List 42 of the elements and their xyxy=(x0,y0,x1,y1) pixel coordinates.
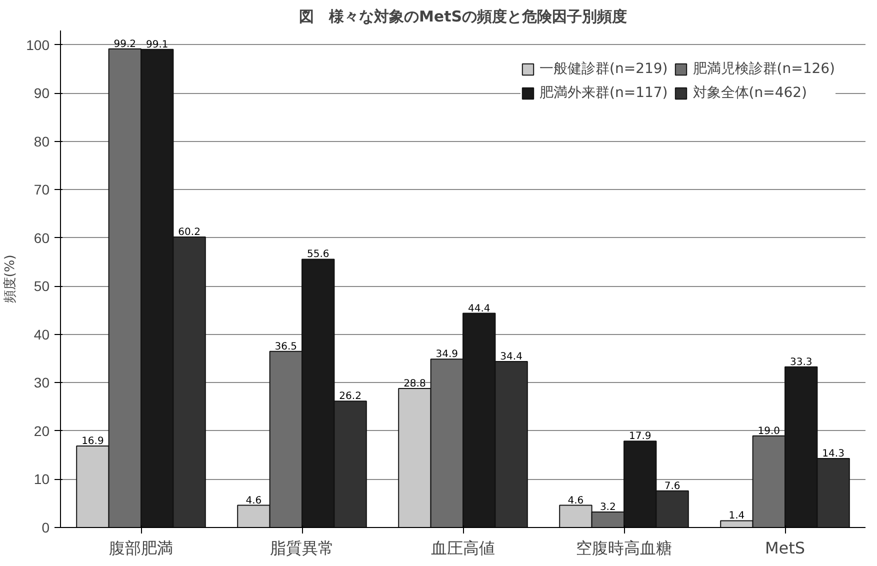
data-label: 26.2 xyxy=(339,391,362,402)
data-label: 55.6 xyxy=(306,249,330,260)
data-label: 1.4 xyxy=(728,510,745,522)
y-tick-label: 50 xyxy=(34,278,50,294)
data-label: 17.9 xyxy=(628,431,652,442)
y-axis-title: 頻度(%) xyxy=(2,254,18,304)
legend-label: 対象全体(n=462) xyxy=(692,84,807,102)
data-label: 99.1 xyxy=(146,39,168,50)
data-label: 28.8 xyxy=(404,378,426,390)
legend-label: 肥満外来群(n=117) xyxy=(540,84,668,102)
x-tick-label: 血圧高値 xyxy=(431,538,495,558)
data-label: 60.2 xyxy=(178,227,200,238)
data-label: 7.6 xyxy=(664,480,680,492)
x-tick-label: 腹部肥満 xyxy=(109,538,173,558)
data-label: 36.5 xyxy=(274,341,298,352)
y-tick-label: 80 xyxy=(34,133,50,150)
y-tick-label: 20 xyxy=(34,422,50,439)
legend-label: 肥満児検診群(n=126) xyxy=(692,60,835,78)
data-label: 4.6 xyxy=(568,495,584,506)
y-tick-label: 60 xyxy=(34,230,50,246)
x-tick-label: MetS xyxy=(764,538,806,558)
data-label: 4.6 xyxy=(246,495,262,506)
legend-label: 一般健診群(n=219) xyxy=(540,60,668,78)
data-label: 34.4 xyxy=(500,352,522,363)
data-label: 14.3 xyxy=(822,448,844,460)
data-label: 44.4 xyxy=(468,303,490,314)
y-tick-label: 30 xyxy=(34,374,50,391)
y-tick-label: 40 xyxy=(34,326,50,342)
data-label: 3.2 xyxy=(600,502,616,514)
chart-title: 図 様々な対象のMetSの頻度と危険因子別頻度 xyxy=(298,8,628,26)
data-label: 34.9 xyxy=(436,349,458,360)
x-tick-label: 脂質異常 xyxy=(270,538,334,558)
y-tick-label: 10 xyxy=(34,471,50,488)
data-label: 16.9 xyxy=(82,436,104,447)
data-label: 33.3 xyxy=(790,356,812,368)
y-tick-label: 90 xyxy=(34,85,50,102)
y-tick-label: 0 xyxy=(42,520,50,536)
data-label: 19.0 xyxy=(758,426,780,437)
x-tick-label: 空腹時高血糖 xyxy=(576,538,672,558)
data-label: 99.2 xyxy=(114,38,136,50)
y-tick-label: 70 xyxy=(34,182,50,198)
y-tick-label: 100 xyxy=(26,36,50,53)
